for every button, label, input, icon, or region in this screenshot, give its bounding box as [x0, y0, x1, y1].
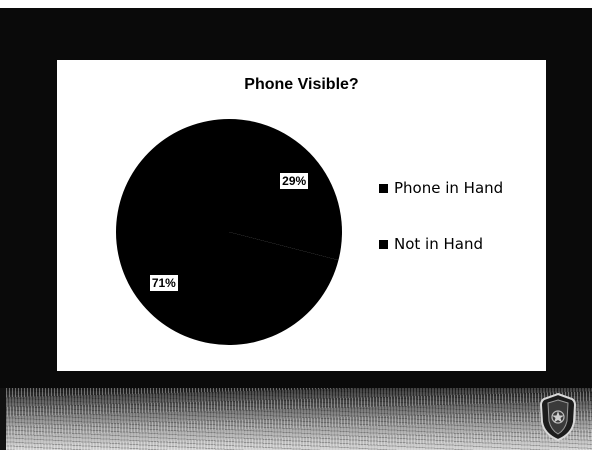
bottom-band-edge: [0, 388, 6, 450]
chart-title: Phone Visible?: [244, 76, 359, 93]
legend-item-not-in-hand: Not in Hand: [379, 234, 503, 254]
legend-swatch-not-in-hand: [379, 239, 388, 249]
top-strip: [0, 0, 592, 8]
pie-slice-phone-in-hand: [229, 119, 342, 261]
data-label-not-in-hand: 71%: [149, 274, 178, 291]
data-label-phone-in-hand: 29%: [280, 173, 309, 190]
legend-label-not-in-hand: Not in Hand: [394, 235, 483, 253]
legend-label-phone-in-hand: Phone in Hand: [394, 179, 504, 197]
police-badge-icon: [539, 392, 577, 442]
chart-area: Phone Visible? 29% 71% Phone in Hand Not…: [57, 60, 546, 371]
legend-swatch-phone-in-hand: [379, 183, 388, 193]
bottom-band: [0, 388, 592, 450]
legend: Phone in Hand Not in Hand: [379, 178, 503, 254]
legend-item-phone-in-hand: Phone in Hand: [379, 178, 503, 198]
